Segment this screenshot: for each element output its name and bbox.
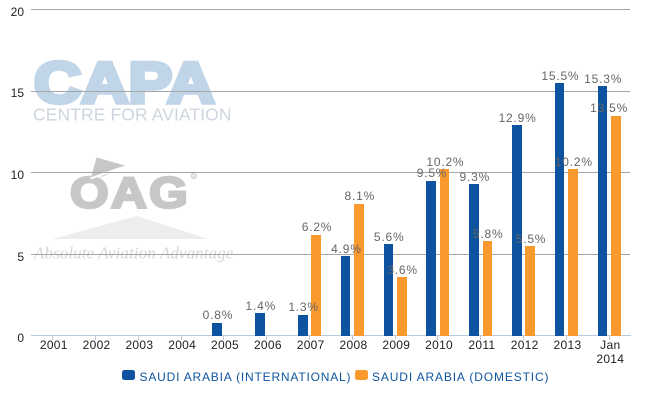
svg-text:CENTRE FOR AVIATION: CENTRE FOR AVIATION bbox=[33, 105, 232, 125]
svg-text:Absolute Aviation Advantage: Absolute Aviation Advantage bbox=[33, 243, 234, 262]
svg-text:OAG: OAG bbox=[70, 168, 190, 217]
svg-text:R: R bbox=[192, 175, 196, 181]
svg-text:CAPA: CAPA bbox=[34, 51, 215, 116]
